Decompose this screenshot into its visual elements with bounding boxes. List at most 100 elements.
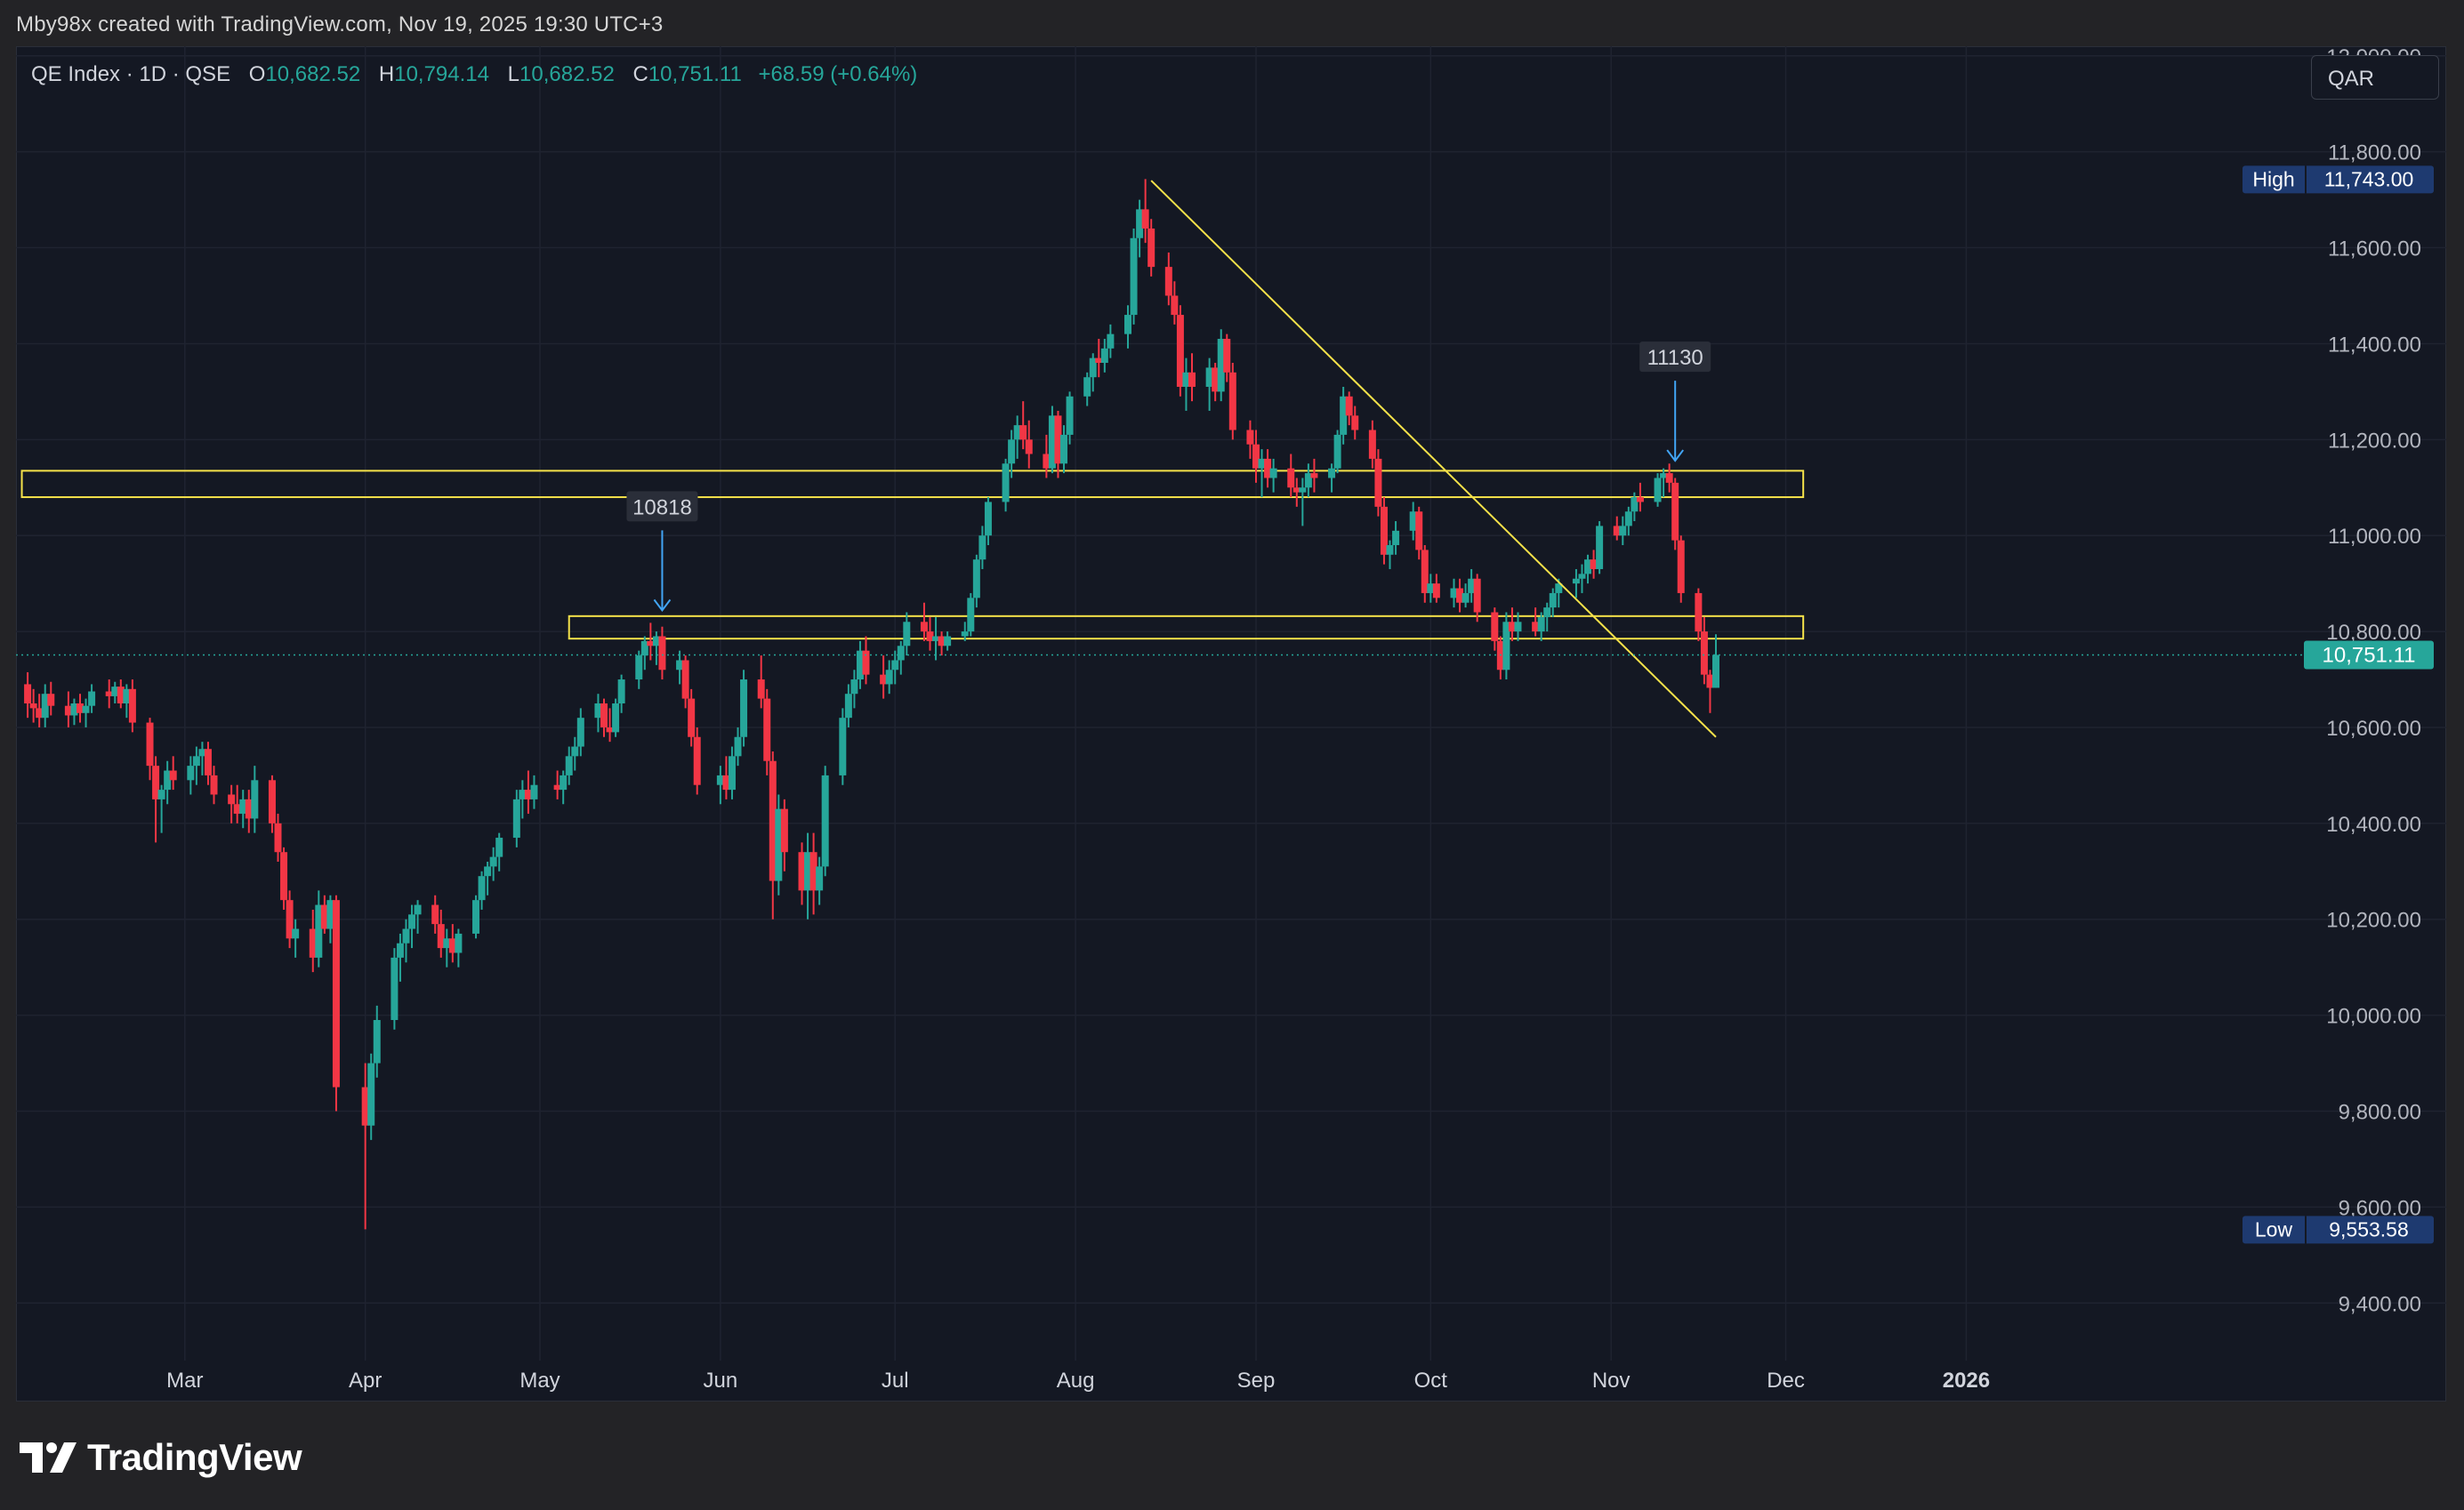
candle (1136, 199, 1144, 258)
low-label: L (507, 62, 520, 86)
last-price-badge (2304, 640, 2434, 670)
candle (1054, 410, 1062, 478)
candle (693, 727, 701, 795)
candle (367, 1053, 375, 1140)
candle (1013, 415, 1021, 459)
candle (1171, 281, 1179, 325)
svg-text:Low: Low (2255, 1217, 2293, 1241)
candle (315, 890, 323, 968)
candle (839, 708, 847, 785)
candle (1264, 449, 1272, 488)
candle (553, 770, 561, 799)
candle (210, 766, 218, 805)
candle (1304, 463, 1312, 498)
candle (1596, 521, 1604, 574)
candle (1502, 612, 1510, 680)
candle (41, 684, 49, 727)
candle (268, 775, 276, 833)
candle (880, 655, 888, 699)
candle (228, 784, 236, 823)
candle (1368, 420, 1376, 469)
candle (233, 784, 241, 823)
candle (763, 688, 771, 775)
candle (495, 832, 503, 871)
symbol-label[interactable]: QE Index · 1D · QSE (31, 62, 231, 86)
tradingview-brand[interactable]: TradingView (20, 1435, 302, 1480)
candle (740, 670, 748, 747)
x-tick-label: Apr (349, 1369, 382, 1393)
x-tick-label: 2026 (1943, 1369, 1990, 1393)
support-resistance-zone (20, 470, 1805, 499)
candle (1555, 578, 1563, 608)
candle (809, 832, 817, 915)
downtrend-line (1150, 180, 1717, 738)
candle (192, 746, 200, 785)
zone-layer (20, 470, 1805, 640)
candle (152, 756, 160, 843)
candle (164, 760, 172, 805)
chart-caption: Mby98x created with TradingView.com, Nov… (16, 12, 664, 36)
candle (437, 909, 445, 958)
candle (775, 794, 783, 896)
y-tick-label: 9,800.00 (2339, 1101, 2421, 1125)
candle (47, 681, 55, 716)
x-tick-label: Jun (704, 1369, 738, 1393)
candle (1706, 670, 1714, 713)
x-tick-label: Mar (166, 1369, 203, 1393)
candle (1025, 420, 1033, 469)
candle (484, 862, 492, 896)
candle (1141, 179, 1149, 244)
candle (1164, 252, 1172, 306)
candle (1590, 550, 1598, 579)
candle (972, 554, 980, 608)
candle (1619, 516, 1627, 545)
candle (1107, 324, 1115, 358)
candle (612, 698, 620, 737)
callout-text: 11130 (1647, 346, 1703, 370)
candle (524, 770, 532, 815)
price-callout: 10818 (626, 491, 698, 613)
candle (804, 832, 812, 920)
candle (111, 681, 119, 703)
candle (1043, 434, 1051, 478)
candle (1223, 333, 1231, 382)
candle (1461, 583, 1470, 608)
candle (1083, 372, 1091, 406)
candle (1100, 339, 1108, 373)
candle (443, 928, 451, 968)
candle (1532, 607, 1540, 637)
open-label: O (248, 62, 266, 86)
candle (967, 592, 975, 637)
candle (594, 694, 602, 733)
candle (1176, 305, 1184, 397)
candle (1060, 425, 1068, 474)
brand-name: TradingView (87, 1436, 302, 1478)
candle (1095, 339, 1103, 378)
chart-frame[interactable] (16, 46, 2446, 1402)
candle (1246, 420, 1254, 459)
x-tick-label: Dec (1767, 1369, 1805, 1393)
candle (326, 895, 334, 944)
x-tick-label: Jul (882, 1369, 909, 1393)
candle (1491, 607, 1499, 651)
candle (1386, 540, 1394, 569)
candle (431, 895, 439, 934)
candle (1124, 305, 1132, 349)
candle (478, 871, 486, 910)
candle (1432, 574, 1440, 603)
candle (816, 856, 824, 905)
candle (1066, 391, 1074, 445)
low-value: 10,682.52 (519, 62, 615, 86)
candle (681, 655, 689, 709)
candle (1613, 516, 1621, 541)
candle (1292, 478, 1300, 507)
candle (286, 890, 294, 949)
y-tick-label: 10,600.00 (2326, 717, 2421, 741)
currency-button[interactable]: QAR (2311, 55, 2439, 100)
candle-layer (24, 179, 1720, 1230)
candle (1217, 329, 1225, 402)
candle (640, 636, 648, 671)
candle (978, 526, 986, 569)
candle (1421, 544, 1429, 603)
